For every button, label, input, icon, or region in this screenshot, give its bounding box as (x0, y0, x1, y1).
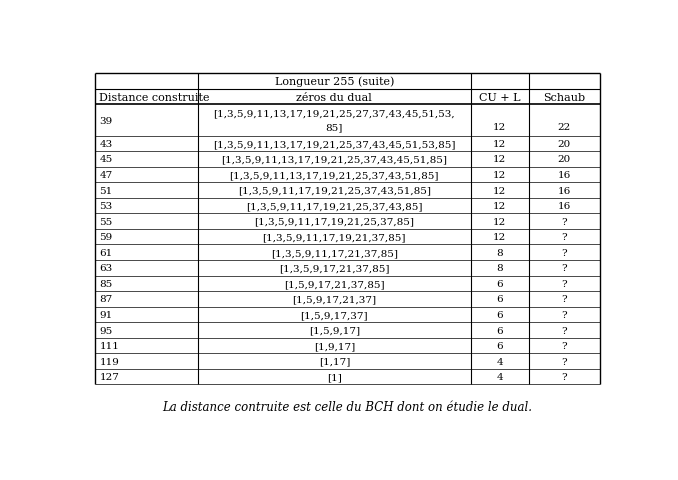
Text: 8: 8 (496, 248, 503, 257)
Text: 16: 16 (557, 171, 571, 180)
Text: 4: 4 (496, 357, 503, 366)
Text: 12: 12 (493, 202, 506, 211)
Text: [1,5,9,17,21,37]: [1,5,9,17,21,37] (292, 295, 376, 304)
Text: [1,17]: [1,17] (319, 357, 350, 366)
Text: 12: 12 (493, 217, 506, 226)
Text: 22: 22 (557, 122, 571, 132)
Text: 6: 6 (496, 279, 503, 288)
Text: [1,3,5,9,11,13,17,19,21,25,37,43,45,51,53,85]: [1,3,5,9,11,13,17,19,21,25,37,43,45,51,5… (213, 140, 456, 149)
Text: 6: 6 (496, 326, 503, 335)
Text: 16: 16 (557, 202, 571, 211)
Text: [1,3,5,9,11,17,19,21,25,37,85]: [1,3,5,9,11,17,19,21,25,37,85] (254, 217, 414, 226)
Text: ?: ? (561, 248, 567, 257)
Text: 12: 12 (493, 155, 506, 164)
Text: 85]: 85] (325, 122, 343, 132)
Text: 53: 53 (100, 202, 113, 211)
Text: ?: ? (561, 372, 567, 382)
Text: 16: 16 (557, 186, 571, 195)
Text: [1,3,5,9,11,13,17,19,21,25,37,43,51,85]: [1,3,5,9,11,13,17,19,21,25,37,43,51,85] (230, 171, 439, 180)
Text: [1,9,17]: [1,9,17] (314, 341, 355, 350)
Text: [1,5,9,17]: [1,5,9,17] (308, 326, 360, 335)
Text: 39: 39 (100, 116, 113, 125)
Text: ?: ? (561, 311, 567, 319)
Text: 12: 12 (493, 140, 506, 149)
Text: 111: 111 (100, 341, 119, 350)
Text: [1,3,5,9,17,21,37,85]: [1,3,5,9,17,21,37,85] (279, 264, 390, 273)
Text: 4: 4 (496, 372, 503, 382)
Text: 6: 6 (496, 295, 503, 304)
Text: [1,3,5,9,11,17,19,21,25,37,43,51,85]: [1,3,5,9,11,17,19,21,25,37,43,51,85] (238, 186, 431, 195)
Text: ?: ? (561, 264, 567, 273)
Text: 12: 12 (493, 233, 506, 242)
Text: 87: 87 (100, 295, 113, 304)
Text: ?: ? (561, 233, 567, 242)
Text: La distance contruite est celle du BCH dont on étudie le dual.: La distance contruite est celle du BCH d… (163, 400, 532, 413)
Text: [1,5,9,17,21,37,85]: [1,5,9,17,21,37,85] (284, 279, 384, 288)
Text: ?: ? (561, 341, 567, 350)
Text: CU + L: CU + L (479, 93, 521, 103)
Text: 8: 8 (496, 264, 503, 273)
Text: 91: 91 (100, 311, 113, 319)
Text: 12: 12 (493, 122, 506, 132)
Text: ?: ? (561, 279, 567, 288)
Text: [1,3,5,9,11,13,17,19,21,25,37,43,45,51,85]: [1,3,5,9,11,13,17,19,21,25,37,43,45,51,8… (221, 155, 447, 164)
Text: ?: ? (561, 357, 567, 366)
Text: 55: 55 (100, 217, 113, 226)
Text: Schaub: Schaub (543, 93, 585, 103)
Text: 47: 47 (100, 171, 113, 180)
Text: 45: 45 (100, 155, 113, 164)
Text: zéros du dual: zéros du dual (296, 93, 372, 103)
Text: 61: 61 (100, 248, 113, 257)
Text: [1]: [1] (327, 372, 342, 382)
Text: 95: 95 (100, 326, 113, 335)
Text: ?: ? (561, 295, 567, 304)
Text: [1,3,5,9,11,17,19,21,25,37,43,85]: [1,3,5,9,11,17,19,21,25,37,43,85] (246, 202, 422, 211)
Text: 51: 51 (100, 186, 113, 195)
Text: 12: 12 (493, 186, 506, 195)
Text: 20: 20 (557, 155, 571, 164)
Text: 20: 20 (557, 140, 571, 149)
Text: 12: 12 (493, 171, 506, 180)
Text: 6: 6 (496, 341, 503, 350)
Text: ?: ? (561, 326, 567, 335)
Text: Distance construite: Distance construite (100, 93, 210, 103)
Text: [1,5,9,17,37]: [1,5,9,17,37] (300, 311, 368, 319)
Text: 127: 127 (100, 372, 119, 382)
Text: 6: 6 (496, 311, 503, 319)
Text: 59: 59 (100, 233, 113, 242)
Text: 43: 43 (100, 140, 113, 149)
Text: [1,3,5,9,11,17,21,37,85]: [1,3,5,9,11,17,21,37,85] (271, 248, 398, 257)
Text: Longueur 255 (suite): Longueur 255 (suite) (275, 77, 394, 87)
Text: [1,3,5,9,11,17,19,21,37,85]: [1,3,5,9,11,17,19,21,37,85] (262, 233, 406, 242)
Text: [1,3,5,9,11,13,17,19,21,25,27,37,43,45,51,53,: [1,3,5,9,11,13,17,19,21,25,27,37,43,45,5… (214, 109, 455, 119)
Text: 85: 85 (100, 279, 113, 288)
Text: 119: 119 (100, 357, 119, 366)
Text: ?: ? (561, 217, 567, 226)
Text: 63: 63 (100, 264, 113, 273)
